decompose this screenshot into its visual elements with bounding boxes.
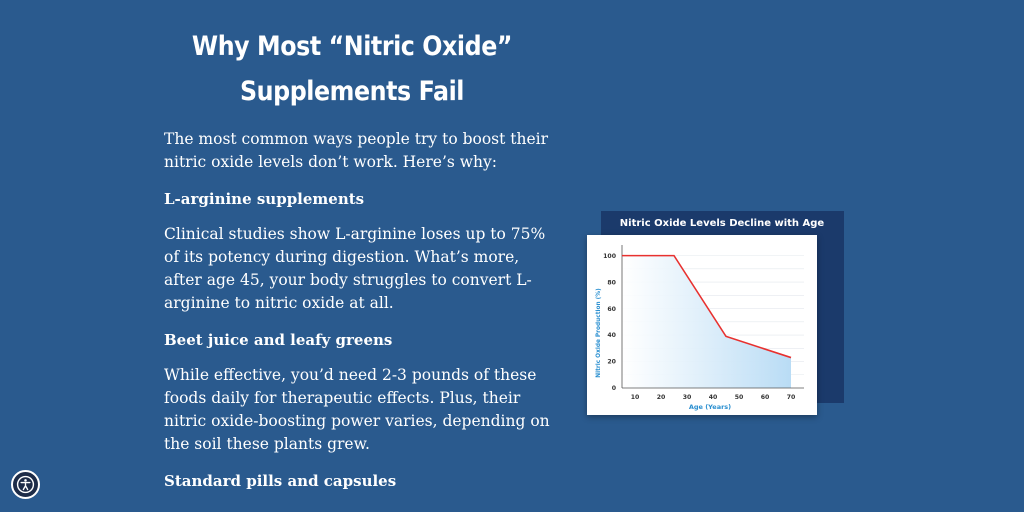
nitric-oxide-chart: 0 20 40 60 80 100 10 20 30 40 50 60 70 Age (Years) N… bbox=[596, 245, 804, 411]
chart-x-tick-label: 70 bbox=[787, 394, 796, 401]
chart-x-tick-label: 60 bbox=[761, 394, 770, 401]
chart-y-axis-label: Nitric Oxide Production (%) bbox=[596, 288, 602, 378]
chart-x-axis-label: Age (Years) bbox=[689, 403, 731, 411]
intro-paragraph: The most common ways people try to boost… bbox=[164, 130, 549, 171]
chart-x-tick-label: 40 bbox=[709, 394, 718, 401]
chart-tick-labels: 0 20 40 60 80 100 10 20 30 40 50 60 70 bbox=[603, 253, 796, 401]
chart-title: Nitric Oxide Levels Decline with Age bbox=[619, 218, 825, 229]
article-body: The most common ways people try to boost… bbox=[164, 128, 556, 505]
page-title-line-1: Why Most “Nitric Oxide” bbox=[191, 31, 513, 62]
chart-y-tick-label: 40 bbox=[607, 332, 616, 339]
chart-x-tick-label: 50 bbox=[735, 394, 744, 401]
chart-y-tick-label: 100 bbox=[603, 253, 617, 260]
section-body-l-arginine: Clinical studies show L-arginine loses u… bbox=[164, 225, 546, 312]
chart-x-tick-label: 10 bbox=[631, 394, 640, 401]
section-body-beet-juice: While effective, you’d need 2-3 pounds o… bbox=[164, 366, 550, 453]
page-title: Why Most “Nitric Oxide” Supplements Fail bbox=[174, 24, 530, 114]
chart-series-line bbox=[622, 254, 792, 359]
chart-y-tick-label: 60 bbox=[607, 306, 616, 313]
chart-x-tick-label: 30 bbox=[683, 394, 692, 401]
chart-card: 0 20 40 60 80 100 10 20 30 40 50 60 70 Age (Years) N… bbox=[587, 235, 817, 415]
section-heading-standard-pills: Standard pills and capsules bbox=[164, 472, 397, 490]
chart-y-tick-label: 0 bbox=[612, 385, 617, 392]
section-heading-beet-juice: Beet juice and leafy greens bbox=[164, 331, 393, 349]
chart-x-tick-label: 20 bbox=[657, 394, 666, 401]
section-heading-l-arginine: L-arginine supplements bbox=[164, 190, 365, 208]
chart-axes bbox=[621, 245, 804, 389]
chart-y-tick-label: 20 bbox=[607, 359, 616, 366]
chart-area-fill bbox=[622, 255, 791, 388]
page-title-line-2: Supplements Fail bbox=[240, 76, 464, 107]
accessibility-icon bbox=[16, 475, 35, 494]
accessibility-button[interactable] bbox=[11, 470, 40, 499]
chart-y-tick-label: 80 bbox=[607, 279, 616, 286]
